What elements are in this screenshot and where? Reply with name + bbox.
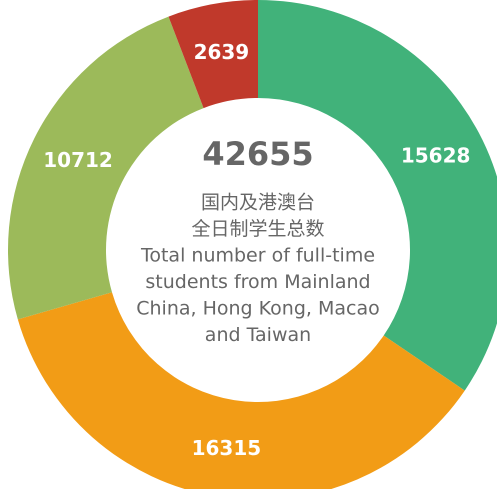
- data-label: 16315: [192, 436, 262, 460]
- donut-segment: [17, 292, 465, 489]
- center-label: students from Mainland: [145, 271, 370, 293]
- center-label: 全日制学生总数: [191, 218, 324, 240]
- data-label: 2639: [194, 40, 250, 64]
- data-label: 15628: [401, 143, 471, 167]
- donut-segment: [7, 16, 204, 320]
- center-label: and Taiwan: [205, 324, 311, 346]
- center-label: China, Hong Kong, Macao: [136, 298, 379, 320]
- donut-segment: [258, 0, 497, 391]
- center-value: 42655: [202, 135, 313, 173]
- center-label: 国内及港澳台: [201, 192, 315, 214]
- center-label: Total number of full-time: [140, 245, 375, 267]
- donut-segment: [168, 0, 258, 109]
- data-label: 10712: [43, 148, 113, 172]
